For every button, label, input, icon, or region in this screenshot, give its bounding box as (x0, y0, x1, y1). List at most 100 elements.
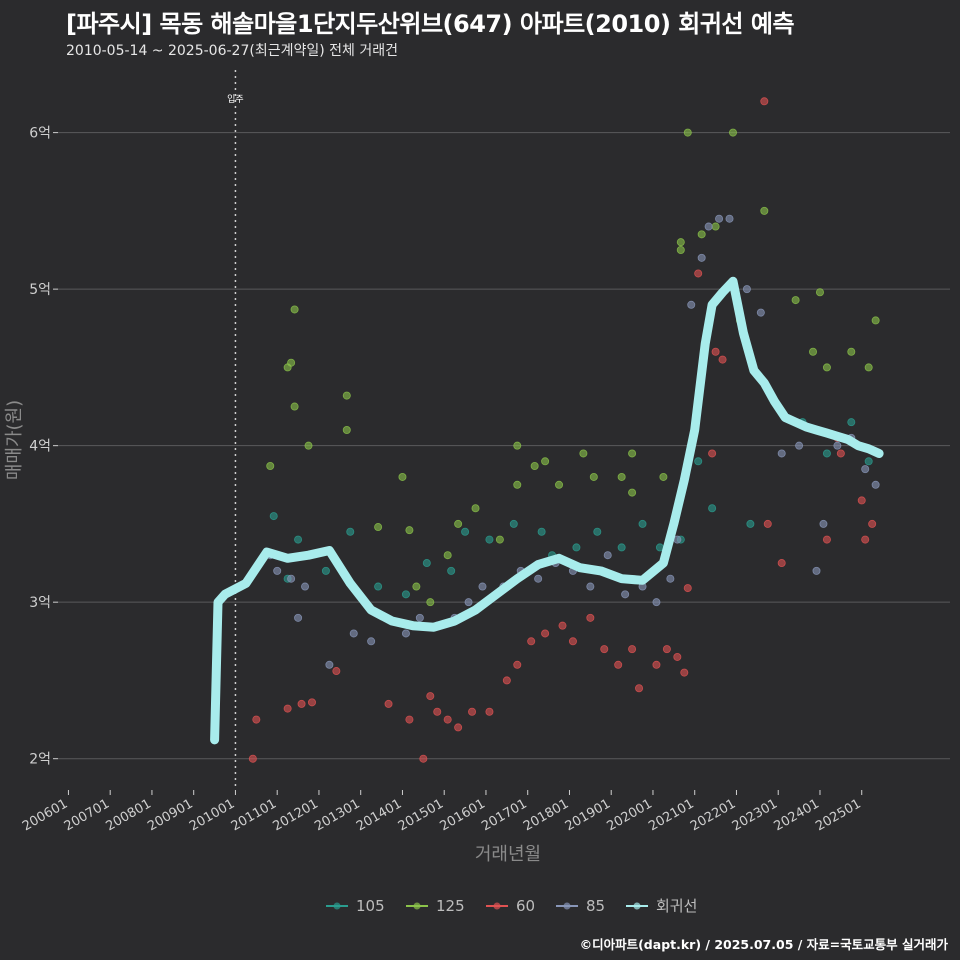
point-125 (822, 363, 831, 372)
point-125 (760, 206, 769, 215)
point-60 (683, 584, 692, 593)
point-125 (398, 472, 407, 481)
point-105 (321, 566, 330, 575)
point-125 (471, 504, 480, 513)
point-85 (697, 253, 706, 262)
point-60 (454, 723, 463, 732)
legend-label: 125 (436, 897, 465, 915)
point-125 (513, 480, 522, 489)
point-125 (290, 305, 299, 314)
legend-label: 105 (356, 897, 385, 915)
point-105 (374, 582, 383, 591)
point-60 (600, 645, 609, 654)
point-105 (485, 535, 494, 544)
point-85 (742, 285, 751, 294)
point-60 (662, 645, 671, 654)
point-125 (683, 128, 692, 137)
x-tick-label: 201901 (563, 796, 613, 834)
point-60 (586, 613, 595, 622)
point-60 (628, 645, 637, 654)
point-85 (325, 660, 334, 669)
x-tick-label: 201701 (479, 796, 529, 834)
legend-swatch-dot (493, 902, 501, 910)
regression-line (210, 276, 884, 745)
point-125 (530, 461, 539, 470)
point-60 (419, 754, 428, 763)
legend-swatch-dot (333, 902, 341, 910)
point-125 (711, 222, 720, 231)
point-85 (401, 629, 410, 638)
chart-title: [파주시] 목동 해솔마을1단지두산위브(647) 아파트(2010) 회귀선 … (66, 10, 795, 38)
point-105 (509, 519, 518, 528)
legend-label: 60 (516, 897, 535, 915)
point-60 (433, 707, 442, 716)
point-60 (763, 519, 772, 528)
point-85 (725, 214, 734, 223)
point-105 (638, 519, 647, 528)
x-axis-title: 거래년월 (475, 844, 541, 865)
point-60 (283, 704, 292, 713)
point-85 (652, 598, 661, 607)
point-105 (269, 512, 278, 521)
point-60 (836, 449, 845, 458)
point-60 (468, 707, 477, 716)
point-125 (676, 238, 685, 247)
point-60 (568, 637, 577, 646)
x-tick-label: 202501 (813, 796, 863, 834)
y-tick-label: 2억 (29, 752, 51, 768)
point-60 (711, 347, 720, 356)
point-125 (290, 402, 299, 411)
point-125 (412, 582, 421, 591)
point-60 (527, 637, 536, 646)
point-125 (847, 347, 856, 356)
point-125 (617, 472, 626, 481)
y-axis-ticks: 2억 3억 4억 5억 6억 (29, 126, 58, 768)
x-tick-label: 202001 (604, 796, 654, 834)
point-85 (415, 613, 424, 622)
x-tick-label: 201301 (312, 796, 362, 834)
point-60 (868, 519, 877, 528)
point-125 (659, 472, 668, 481)
point-125 (266, 461, 275, 470)
legend: 105 125 60 85 회귀선 (326, 897, 697, 915)
point-85 (349, 629, 358, 638)
x-tick-label: 202301 (730, 796, 780, 834)
point-105 (708, 504, 717, 513)
point-60 (614, 660, 623, 669)
x-tick-label: 201601 (437, 796, 487, 834)
point-105 (346, 527, 355, 536)
point-125 (342, 391, 351, 400)
point-60 (405, 715, 414, 724)
point-125 (304, 441, 313, 450)
point-125 (495, 535, 504, 544)
grid-lines (58, 132, 950, 760)
point-105 (461, 527, 470, 536)
point-60 (558, 621, 567, 630)
y-tick-label: 4억 (29, 439, 51, 455)
y-tick-label: 3억 (29, 595, 51, 611)
point-125 (809, 347, 818, 356)
point-125 (815, 288, 824, 297)
point-60 (777, 559, 786, 568)
point-125 (541, 457, 550, 466)
point-60 (652, 660, 661, 669)
point-60 (332, 667, 341, 676)
point-125 (579, 449, 588, 458)
point-125 (791, 296, 800, 305)
point-105 (422, 559, 431, 568)
point-60 (252, 715, 261, 724)
x-tick-label: 201201 (270, 796, 320, 834)
y-tick-label: 6억 (29, 126, 51, 142)
point-125 (374, 523, 383, 532)
point-105 (537, 527, 546, 536)
point-105 (294, 535, 303, 544)
x-tick-label: 201001 (187, 796, 237, 834)
point-60 (861, 535, 870, 544)
point-105 (694, 457, 703, 466)
point-85 (833, 441, 842, 450)
point-85 (756, 308, 765, 317)
point-105 (593, 527, 602, 536)
point-85 (287, 574, 296, 583)
point-60 (694, 269, 703, 278)
